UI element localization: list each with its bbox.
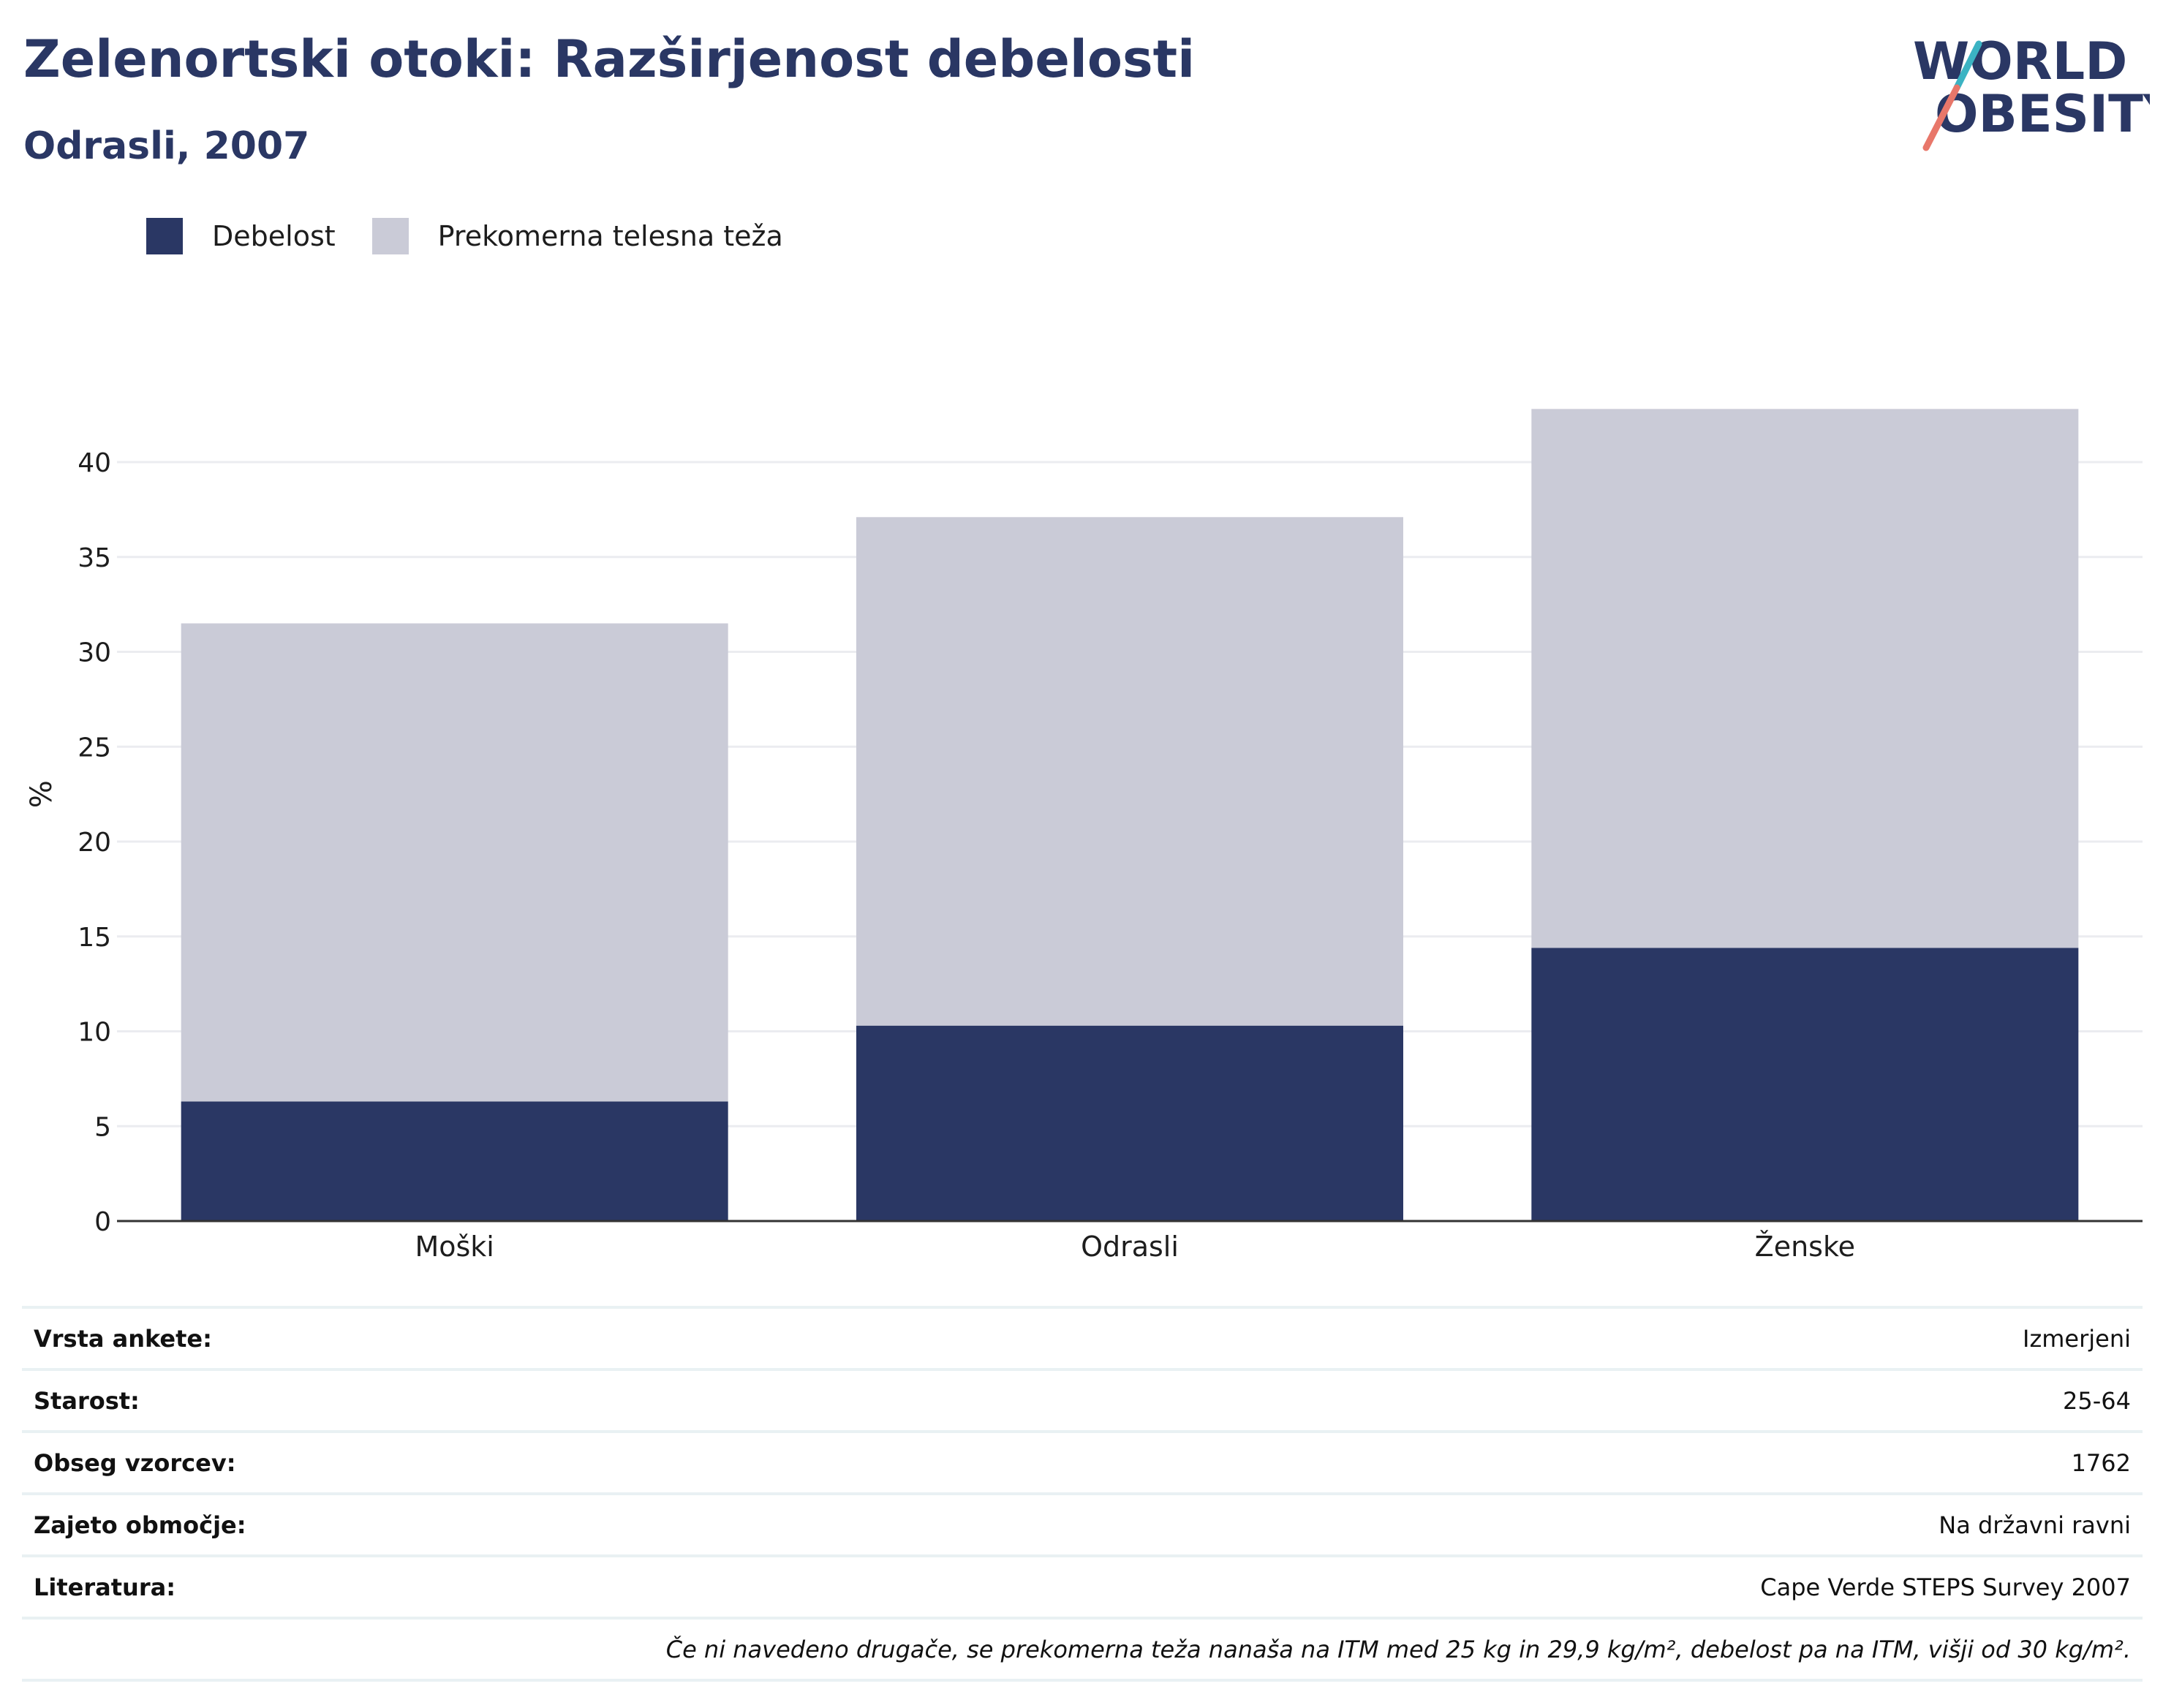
info-value: Cape Verde STEPS Survey 2007 bbox=[1760, 1573, 2131, 1601]
bar-overweight bbox=[1531, 409, 2079, 948]
chart-legend: Debelost Prekomerna telesna teža bbox=[146, 218, 820, 254]
legend-label-obesity: Debelost bbox=[212, 220, 336, 252]
y-tick-label: 25 bbox=[78, 733, 111, 763]
info-label: Vrsta ankete: bbox=[34, 1324, 212, 1353]
page-subtitle: Odrasli, 2007 bbox=[23, 124, 310, 168]
info-row-coverage: Zajeto območje: Na državni ravni bbox=[22, 1492, 2143, 1554]
bar-obesity bbox=[1531, 948, 2079, 1221]
footnote: Če ni navedeno drugače, se prekomerna te… bbox=[22, 1617, 2143, 1682]
y-tick-label: 0 bbox=[94, 1207, 111, 1237]
info-label: Zajeto območje: bbox=[34, 1511, 246, 1539]
info-row-reference: Literatura: Cape Verde STEPS Survey 2007 bbox=[22, 1554, 2143, 1617]
y-tick-label: 40 bbox=[78, 448, 111, 478]
y-tick-label: 20 bbox=[78, 828, 111, 858]
svg-text:WORLD: WORLD bbox=[1913, 31, 2127, 91]
y-tick-label: 15 bbox=[78, 923, 111, 953]
info-value: Izmerjeni bbox=[2023, 1324, 2131, 1353]
legend-swatch-overweight bbox=[371, 218, 409, 254]
bar-overweight bbox=[181, 623, 728, 1102]
y-tick-label: 30 bbox=[78, 638, 111, 668]
info-row-survey-type: Vrsta ankete: Izmerjeni bbox=[22, 1306, 2143, 1368]
info-row-sample-size: Obseg vzorcev: 1762 bbox=[22, 1430, 2143, 1492]
info-value: 1762 bbox=[2071, 1448, 2131, 1477]
y-tick-label: 35 bbox=[78, 543, 111, 573]
y-tick-label: 10 bbox=[78, 1018, 111, 1048]
world-obesity-logo: WORLD OBESITY bbox=[1913, 31, 2150, 151]
legend-swatch-obesity bbox=[146, 218, 183, 254]
footnote-text: Če ni navedeno drugače, se prekomerna te… bbox=[665, 1635, 2131, 1663]
y-tick-label: 5 bbox=[94, 1112, 111, 1142]
legend-item-overweight: Prekomerna telesna teža bbox=[371, 218, 783, 254]
info-row-age: Starost: 25-64 bbox=[22, 1368, 2143, 1430]
info-label: Starost: bbox=[34, 1386, 140, 1415]
info-label: Obseg vzorcev: bbox=[34, 1448, 236, 1477]
info-value: Na državni ravni bbox=[1939, 1511, 2131, 1539]
bar-obesity bbox=[181, 1101, 728, 1221]
y-axis-label: % bbox=[25, 780, 58, 808]
x-tick-label: Odrasli bbox=[1081, 1231, 1179, 1263]
bar-overweight bbox=[856, 517, 1403, 1026]
page-title: Zelenortski otoki: Razširjenost debelost… bbox=[23, 29, 1196, 89]
info-label: Literatura: bbox=[34, 1573, 175, 1601]
survey-info-table: Vrsta ankete: Izmerjeni Starost: 25-64 O… bbox=[22, 1306, 2143, 1682]
svg-text:OBESITY: OBESITY bbox=[1935, 84, 2150, 144]
x-tick-label: Moški bbox=[415, 1231, 494, 1263]
bar-obesity bbox=[856, 1025, 1403, 1221]
bar-chart: 0 5 10 15 20 25 30 35 40 Moški Odrasli Ženske% bbox=[25, 409, 2143, 1263]
x-tick-label: Ženske bbox=[1755, 1231, 1855, 1263]
legend-item-obesity: Debelost bbox=[146, 218, 336, 254]
info-value: 25-64 bbox=[2063, 1386, 2131, 1415]
legend-label-overweight: Prekomerna telesna teža bbox=[437, 220, 783, 252]
